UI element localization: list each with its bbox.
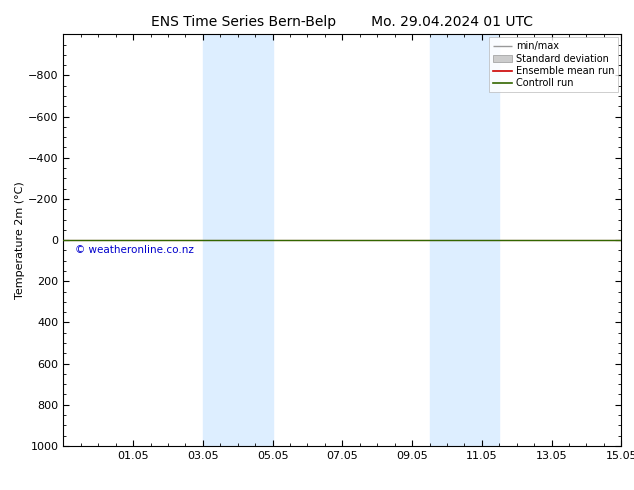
Text: © weatheronline.co.nz: © weatheronline.co.nz — [75, 245, 193, 255]
Y-axis label: Temperature 2m (°C): Temperature 2m (°C) — [15, 181, 25, 299]
Legend: min/max, Standard deviation, Ensemble mean run, Controll run: min/max, Standard deviation, Ensemble me… — [489, 37, 618, 92]
Bar — [203, 34, 273, 446]
Bar — [429, 34, 500, 446]
Title: ENS Time Series Bern-Belp        Mo. 29.04.2024 01 UTC: ENS Time Series Bern-Belp Mo. 29.04.2024… — [152, 15, 533, 29]
